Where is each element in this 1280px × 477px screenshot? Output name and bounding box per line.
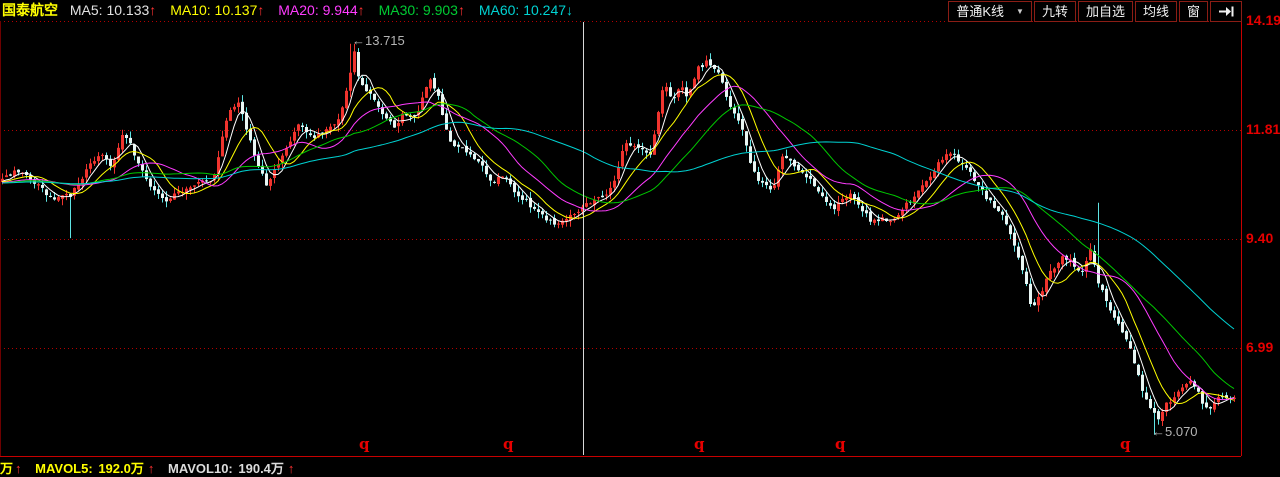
- stock-name: 国泰航空: [2, 2, 58, 18]
- chart-toolbar: 普通K线 ▼ 九转 加自选 均线 窗: [946, 1, 1242, 22]
- y-axis-label: 6.99: [1246, 339, 1274, 355]
- kline-type-dropdown[interactable]: 普通K线 ▼: [948, 1, 1032, 22]
- down-arrow-icon: ↓: [566, 2, 574, 18]
- skip-to-latest-icon: [1218, 6, 1234, 17]
- skip-to-latest-button[interactable]: [1210, 1, 1242, 22]
- nine-turn-button[interactable]: 九转: [1033, 1, 1076, 22]
- nine-turn-marker: q: [835, 435, 846, 453]
- ma30-readout: MA30: 9.903↑: [378, 2, 465, 18]
- window-button[interactable]: 窗: [1178, 1, 1208, 22]
- nine-turn-marker: q: [694, 435, 705, 453]
- nine-turn-marker: q: [1120, 435, 1131, 453]
- ma10-readout: MA10: 10.137↑: [170, 2, 265, 18]
- volume-fragment: 万: [0, 461, 14, 476]
- ma20-readout: MA20: 9.944↑: [278, 2, 365, 18]
- ma60-readout: MA60: 10.247↓: [478, 2, 574, 18]
- mavol10-readout: MAVOL10: 190.4万: [167, 461, 284, 476]
- volume-indicator-bar: 万 ↑ MAVOL5: 192.0万 ↑ MAVOL10: 190.4万 ↑: [0, 458, 296, 477]
- y-axis-label: 9.40: [1246, 230, 1274, 246]
- up-arrow-icon: ↑: [147, 461, 155, 476]
- mavol5-readout: MAVOL5: 192.0万: [35, 461, 144, 476]
- low-price-annotation: ←5.070: [1152, 424, 1198, 439]
- up-arrow-icon: ↑: [457, 2, 465, 18]
- chevron-down-icon: ▼: [1016, 7, 1024, 16]
- ma5-readout: MA5: 10.133↑: [69, 2, 157, 18]
- add-watchlist-button[interactable]: 加自选: [1077, 1, 1133, 22]
- y-axis-label: 14.19: [1246, 12, 1280, 28]
- up-arrow-icon: ↑: [357, 2, 365, 18]
- up-arrow-icon: ↑: [257, 2, 265, 18]
- nine-turn-marker: q: [503, 435, 514, 453]
- up-arrow-icon: ↑: [149, 2, 157, 18]
- high-price-annotation: ←13.715: [352, 33, 405, 48]
- y-axis-label: 11.81: [1246, 121, 1280, 137]
- up-arrow-icon: ↑: [15, 461, 22, 476]
- ma-toggle-button[interactable]: 均线: [1134, 1, 1177, 22]
- kline-chart[interactable]: [0, 0, 1280, 466]
- nine-turn-marker: q: [359, 435, 370, 453]
- up-arrow-icon: ↑: [287, 461, 295, 476]
- indicator-header: 国泰航空 MA5: 10.133↑ MA10: 10.137↑ MA20: 9.…: [2, 1, 583, 20]
